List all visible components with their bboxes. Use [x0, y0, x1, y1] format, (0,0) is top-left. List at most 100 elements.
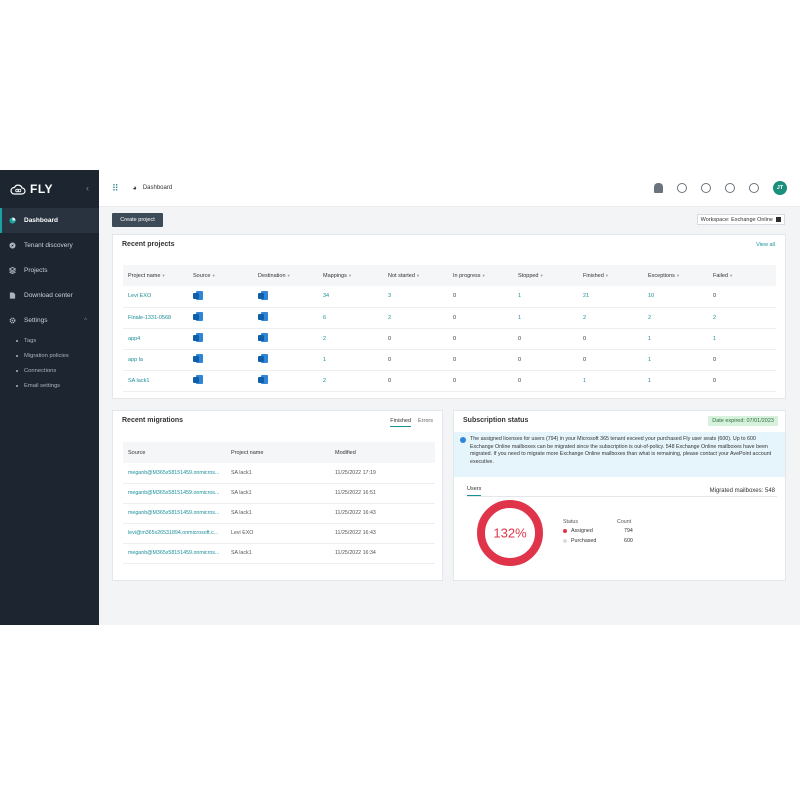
- finished-link[interactable]: 21: [583, 293, 590, 300]
- tab-errors[interactable]: Errors: [418, 418, 433, 424]
- mappings-link[interactable]: 2: [323, 377, 327, 384]
- create-project-button[interactable]: Create project: [112, 213, 163, 227]
- column-header[interactable]: Mappings ▾: [318, 265, 383, 286]
- table-row[interactable]: levi@m365x26531894.onmicrosoft.c... Levi …: [123, 523, 435, 544]
- sidebar-item-dashboard[interactable]: Dashboard: [0, 208, 99, 233]
- sort-icon: ▾: [540, 272, 543, 278]
- project-name-link[interactable]: SA lack1: [128, 377, 150, 384]
- exceptions-link[interactable]: 1: [648, 356, 652, 363]
- project-name-link[interactable]: Finale-1331-0568: [128, 314, 172, 321]
- column-header[interactable]: In progress ▾: [448, 265, 513, 286]
- exceptions-link[interactable]: 2: [648, 314, 652, 321]
- workspace-selector[interactable]: Workspace: Exchange Online: [696, 214, 785, 225]
- column-header[interactable]: Failed ▾: [708, 265, 776, 286]
- source-link[interactable]: meganb@M365x58151459.onmicros...: [128, 550, 220, 556]
- exceptions-link[interactable]: 10: [648, 293, 655, 300]
- stopped-link[interactable]: 0: [518, 356, 522, 363]
- exchange-icon: [258, 375, 268, 384]
- help-icon[interactable]: [677, 183, 687, 193]
- dashboard-icon: ◕: [132, 184, 137, 192]
- table-row[interactable]: meganb@M365x58151459.onmicros... SA lack1…: [123, 543, 435, 564]
- column-header[interactable]: Exceptions ▾: [643, 265, 708, 286]
- card-title: Recent migrations: [122, 417, 184, 424]
- collapse-sidebar-icon[interactable]: ‹: [86, 183, 89, 193]
- recent-projects-card: Recent projects View all Project name ▾ S…: [112, 234, 786, 399]
- mappings-link[interactable]: 1: [323, 356, 327, 363]
- app-launcher-icon[interactable]: ⠿: [112, 182, 119, 193]
- exchange-icon: [193, 354, 203, 363]
- project-name: SA lack1: [231, 510, 252, 516]
- finished-link[interactable]: 1: [583, 377, 587, 384]
- mappings-link[interactable]: 34: [323, 293, 330, 300]
- table-row[interactable]: meganb@M365x58151459.onmicros... SA lack1…: [123, 463, 435, 484]
- status-badge: Date expired: 07/01/2023: [708, 416, 778, 426]
- donut-ring: [477, 500, 543, 566]
- table-header-row: Source Project name Modified: [123, 442, 435, 463]
- not-started-link[interactable]: 2: [388, 314, 392, 321]
- sidebar-subitem-connections[interactable]: Connections: [0, 363, 99, 378]
- source-link[interactable]: meganb@M365x58151459.onmicros...: [128, 469, 220, 476]
- stopped-link[interactable]: 1: [518, 314, 522, 321]
- sidebar-item-settings[interactable]: Settings ^: [0, 308, 99, 333]
- table-row[interactable]: app4 2 0 0 0 0 1 1: [123, 328, 776, 350]
- not-started-link[interactable]: 3: [388, 293, 392, 300]
- sidebar-subitem-tags[interactable]: Tags: [0, 333, 99, 348]
- tab-users[interactable]: Users: [467, 486, 482, 496]
- finished-link[interactable]: 0: [583, 356, 587, 363]
- stopped-link[interactable]: 1: [518, 293, 522, 300]
- stopped-link[interactable]: 0: [518, 335, 522, 342]
- sidebar-item-projects[interactable]: Projects: [0, 258, 99, 283]
- bell-icon[interactable]: [654, 183, 663, 193]
- exceptions-link[interactable]: 1: [648, 377, 652, 384]
- source-link[interactable]: meganb@M365x58151459.onmicros...: [128, 510, 220, 516]
- sidebar-item-label: Dashboard: [24, 217, 58, 224]
- not-started-link[interactable]: 0: [388, 377, 392, 384]
- project-name-link[interactable]: app la: [128, 356, 143, 363]
- table-row[interactable]: app la 1 0 0 0 0 1 0: [123, 349, 776, 371]
- sidebar-subitem-email-settings[interactable]: Email settings: [0, 378, 99, 393]
- column-header: Modified: [330, 442, 435, 463]
- mappings-link[interactable]: 6: [323, 314, 327, 321]
- column-header[interactable]: Stopped ▾: [513, 265, 578, 286]
- view-all-link[interactable]: View all: [756, 242, 775, 248]
- sidebar-subitem-migration-policies[interactable]: Migration policies: [0, 348, 99, 363]
- source-link[interactable]: meganb@M365x58151459.onmicros...: [128, 490, 220, 496]
- sort-icon: ▾: [676, 272, 680, 278]
- column-header[interactable]: Project name ▾: [123, 265, 188, 286]
- sidebar-item-download-center[interactable]: Download center: [0, 283, 99, 308]
- in-progress-value: 0: [453, 335, 457, 342]
- sidebar-item-tenant-discovery[interactable]: Tenant discovery: [0, 233, 99, 258]
- finished-link[interactable]: 2: [583, 314, 587, 321]
- table-row[interactable]: meganb@M365x58151459.onmicros... SA lack1…: [123, 503, 435, 524]
- project-name-link[interactable]: Levi EXO: [128, 293, 152, 300]
- stopped-link[interactable]: 0: [518, 377, 522, 384]
- support-lifebuoy-icon[interactable]: [749, 183, 759, 193]
- finished-link[interactable]: 0: [583, 335, 587, 342]
- column-header[interactable]: Finished ▾: [578, 265, 643, 286]
- project-name-link[interactable]: app4: [128, 335, 141, 342]
- legend-count-header: Count: [617, 519, 632, 525]
- table-row[interactable]: Levi EXO 34 3 0 1 21 10 0: [123, 286, 776, 308]
- avatar[interactable]: JT: [773, 181, 787, 195]
- info-banner: The assigned licenses for users (794) in…: [454, 432, 785, 477]
- source-link[interactable]: levi@m365x26531894.onmicrosoft.c...: [128, 530, 219, 536]
- not-started-link[interactable]: 0: [388, 356, 392, 363]
- mappings-link[interactable]: 2: [323, 335, 327, 342]
- headset-icon[interactable]: [701, 183, 711, 193]
- column-header[interactable]: Source ▾: [188, 265, 253, 286]
- not-started-link[interactable]: 0: [388, 335, 392, 342]
- column-header[interactable]: Not started ▾: [383, 265, 448, 286]
- card-title: Recent projects: [122, 241, 175, 248]
- exchange-icon: [193, 375, 203, 384]
- feedback-smiley-icon[interactable]: [725, 183, 735, 193]
- table-row[interactable]: meganb@M365x58151459.onmicros... SA lack1…: [123, 483, 435, 504]
- discovery-icon: [9, 242, 16, 249]
- project-name: SA lack1: [231, 550, 252, 556]
- exceptions-link[interactable]: 1: [648, 335, 652, 342]
- table-row[interactable]: SA lack1 2 0 0 0 1 1 0: [123, 370, 776, 392]
- table-row[interactable]: Finale-1331-0568 6 2 0 1 2 2 2: [123, 307, 776, 329]
- migrated-mailboxes-count: Migrated mailboxes: 548: [709, 488, 775, 494]
- tab-finished[interactable]: Finished: [390, 418, 412, 427]
- legend-status-header: Status: [563, 519, 579, 525]
- column-header[interactable]: Destination ▾: [253, 265, 318, 286]
